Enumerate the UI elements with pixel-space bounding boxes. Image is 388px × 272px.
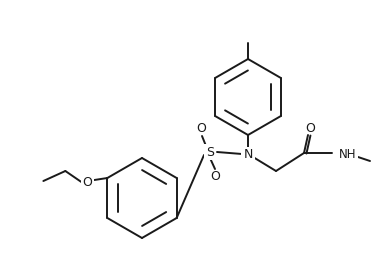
Text: N: N [243,149,253,162]
Text: S: S [206,146,214,159]
Text: O: O [82,177,92,190]
Text: O: O [196,122,206,134]
Text: O: O [210,171,220,184]
Text: O: O [305,122,315,134]
Text: NH: NH [339,147,357,160]
